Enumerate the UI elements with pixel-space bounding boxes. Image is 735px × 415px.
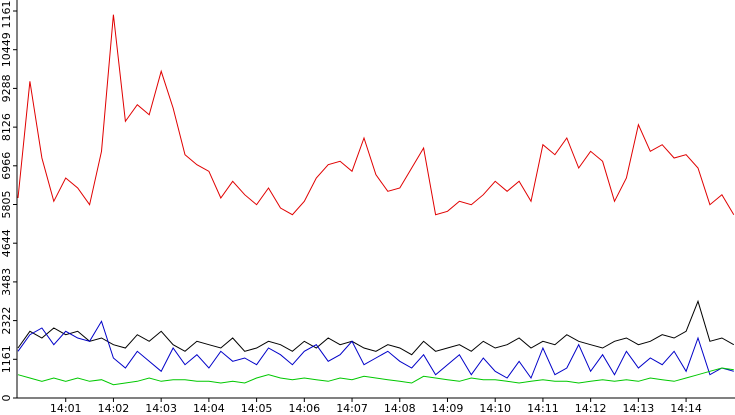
x-tick-label: 14:11 xyxy=(527,402,559,415)
y-tick-label: 11610 xyxy=(0,0,13,29)
x-tick-label: 14:12 xyxy=(575,402,607,415)
x-tick-label: 14:03 xyxy=(145,402,177,415)
x-tick-label: 14:09 xyxy=(432,402,464,415)
y-tick-label: 9288 xyxy=(0,74,13,102)
y-tick-label: 5805 xyxy=(0,191,13,219)
series-line xyxy=(17,367,734,386)
y-tick-label: 8126 xyxy=(0,113,13,141)
x-tick-label: 14:02 xyxy=(98,402,130,415)
y-tick-label: 6966 xyxy=(0,152,13,180)
x-tick-label: 14:07 xyxy=(336,402,368,415)
y-tick-label: 10449 xyxy=(0,32,13,67)
y-tick-label: 0 xyxy=(0,395,13,402)
x-tick-label: 14:04 xyxy=(193,402,225,415)
y-tick-label: 4644 xyxy=(0,229,13,257)
y-tick-label: 3483 xyxy=(0,268,13,296)
x-tick-label: 14:06 xyxy=(288,402,320,415)
x-tick-label: 14:08 xyxy=(384,402,416,415)
x-tick-label: 14:13 xyxy=(623,402,655,415)
series-line xyxy=(17,299,735,356)
x-tick-label: 14:05 xyxy=(241,402,273,415)
series-line xyxy=(17,14,735,216)
series-line xyxy=(17,320,734,380)
x-tick-label: 14:01 xyxy=(50,402,82,415)
y-tick-label: 2322 xyxy=(0,307,13,335)
x-tick-label: 14:10 xyxy=(479,402,511,415)
y-tick-label: 1161 xyxy=(0,345,13,373)
x-tick-label: 14:14 xyxy=(670,402,702,415)
